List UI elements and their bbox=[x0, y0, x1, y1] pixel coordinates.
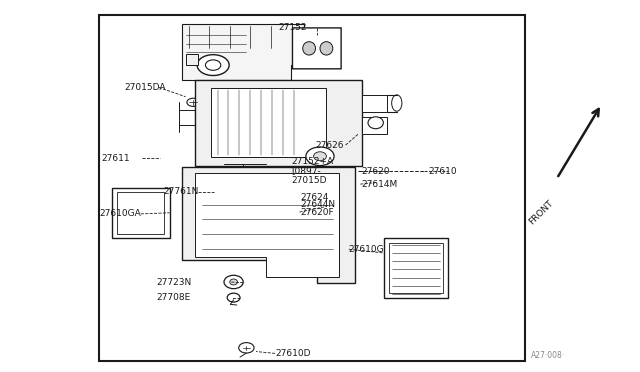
Text: 27611: 27611 bbox=[101, 154, 130, 163]
Bar bbox=[112, 188, 170, 238]
Text: 27624: 27624 bbox=[301, 193, 329, 202]
Ellipse shape bbox=[205, 60, 221, 70]
Text: 27626: 27626 bbox=[315, 141, 344, 150]
Text: 27015DA: 27015DA bbox=[125, 83, 166, 92]
Polygon shape bbox=[195, 108, 243, 130]
Text: 27015D: 27015D bbox=[291, 176, 326, 185]
Ellipse shape bbox=[320, 42, 333, 55]
Text: FRONT: FRONT bbox=[527, 198, 555, 226]
Polygon shape bbox=[195, 80, 362, 166]
Bar bbox=[211, 88, 326, 157]
Text: 27610GA: 27610GA bbox=[99, 209, 141, 218]
Text: 27708E: 27708E bbox=[157, 293, 191, 302]
Bar bbox=[117, 192, 164, 234]
Ellipse shape bbox=[197, 55, 229, 76]
Polygon shape bbox=[362, 95, 387, 112]
Text: 27610: 27610 bbox=[429, 167, 458, 176]
Text: 27152+A: 27152+A bbox=[291, 157, 333, 166]
Text: 27610G: 27610G bbox=[349, 245, 385, 254]
Ellipse shape bbox=[392, 95, 402, 111]
Text: 27152: 27152 bbox=[278, 23, 307, 32]
FancyBboxPatch shape bbox=[292, 28, 341, 69]
Ellipse shape bbox=[306, 147, 334, 166]
Polygon shape bbox=[195, 173, 339, 277]
Text: 27644N: 27644N bbox=[301, 200, 336, 209]
Ellipse shape bbox=[227, 293, 240, 302]
Ellipse shape bbox=[200, 108, 238, 130]
Ellipse shape bbox=[210, 113, 228, 125]
Ellipse shape bbox=[239, 343, 254, 353]
Text: 27610D: 27610D bbox=[275, 349, 310, 358]
Text: A27·008·: A27·008· bbox=[531, 351, 565, 360]
Ellipse shape bbox=[224, 275, 243, 289]
Text: 27723N: 27723N bbox=[157, 278, 192, 287]
Ellipse shape bbox=[314, 152, 326, 161]
Text: [0897-: [0897- bbox=[291, 167, 321, 176]
Ellipse shape bbox=[368, 117, 383, 129]
Polygon shape bbox=[182, 24, 304, 80]
Polygon shape bbox=[362, 117, 387, 134]
Text: 27614M: 27614M bbox=[362, 180, 398, 189]
Text: 27620F: 27620F bbox=[301, 208, 335, 217]
Ellipse shape bbox=[303, 42, 316, 55]
Polygon shape bbox=[237, 111, 253, 119]
Bar bbox=[384, 238, 448, 298]
Text: 27620: 27620 bbox=[362, 167, 390, 176]
Polygon shape bbox=[186, 54, 198, 65]
Text: 27761N: 27761N bbox=[163, 187, 198, 196]
Ellipse shape bbox=[230, 279, 237, 285]
Ellipse shape bbox=[187, 98, 200, 106]
Bar bbox=[99, 15, 525, 361]
Bar bbox=[389, 243, 443, 293]
Polygon shape bbox=[182, 167, 355, 283]
